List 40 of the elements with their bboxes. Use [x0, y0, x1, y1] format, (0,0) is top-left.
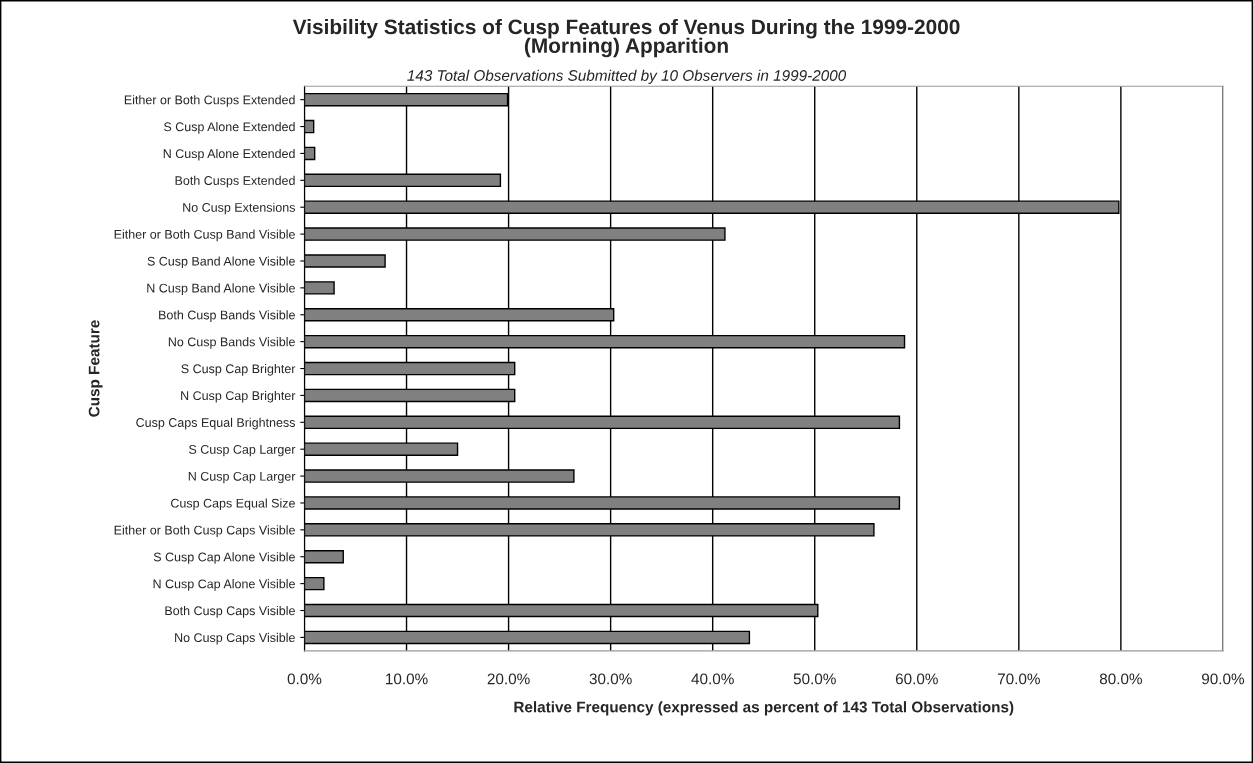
x-tick-label: 60.0% [895, 673, 938, 685]
y-tick-label: S Cusp Cap Alone Visible [153, 552, 295, 564]
x-tick-label: 20.0% [487, 673, 530, 685]
y-tick-label: Cusp Caps Equal Brightness [136, 417, 296, 430]
y-tick-label: N Cusp Cap Alone Visible [153, 579, 295, 591]
x-tick-label: 90.0% [1201, 673, 1245, 685]
x-tick-label: 80.0% [1099, 673, 1142, 685]
y-tick-label: N Cusp Alone Extended [163, 148, 295, 161]
bar [304, 281, 335, 295]
y-axis-title: Cusp Feature [88, 320, 103, 417]
y-tick-label: Either or Both Cusp Caps Visible [114, 525, 295, 537]
y-tick-label: No Cusp Caps Visible [175, 632, 295, 645]
y-tick-label: S Cusp Cap Brighter [181, 364, 296, 376]
y-tick-label: Both Cusp Caps Visible [165, 605, 295, 618]
y-tick-label: N Cusp Cap Brighter [181, 390, 296, 403]
x-tick-label: 40.0% [691, 673, 734, 685]
bar [304, 254, 386, 268]
x-tick-label: 70.0% [997, 673, 1040, 685]
bar [304, 576, 325, 591]
x-tick-label: 10.0% [386, 673, 428, 685]
y-tick-label: Both Cusps Extended [175, 175, 295, 188]
y-tick-label: S Cusp Band Alone Visible [147, 256, 295, 269]
y-tick-label: N Cusp Band Alone Visible [147, 283, 295, 295]
y-tick-label: S Cusp Cap Larger [189, 444, 296, 457]
y-tick-label: Either or Both Cusps Extended [124, 95, 295, 107]
y-tick-label: Both Cusp Bands Visible [159, 310, 295, 322]
x-tick-label: 30.0% [589, 673, 632, 685]
x-axis-title: Relative Frequency (expressed as percent of 143 Total Observations) [514, 701, 1014, 716]
y-tick-label: No Cusp Extensions [183, 202, 295, 215]
bar [304, 549, 344, 564]
x-tick-label: 50.0% [793, 673, 836, 685]
y-tick-label: No Cusp Bands Visible [168, 337, 295, 349]
x-tick-label: 0.0% [287, 673, 322, 685]
y-tick-label: Cusp Caps Equal Size [171, 498, 295, 511]
chart-subtitle: 143 Total Observations Submitted by 10 Observers in 1999-2000 [407, 69, 847, 84]
chart-title: Visibility Statistics of Cusp Features of Venus During the 1999-2000 (Morning) Apparition [292, 18, 960, 58]
y-tick-label: S Cusp Alone Extended [163, 122, 295, 134]
y-tick-label: N Cusp Cap Larger [188, 471, 296, 484]
y-tick-label: Either or Both Cusp Band Visible [114, 229, 295, 242]
bar [304, 146, 316, 161]
